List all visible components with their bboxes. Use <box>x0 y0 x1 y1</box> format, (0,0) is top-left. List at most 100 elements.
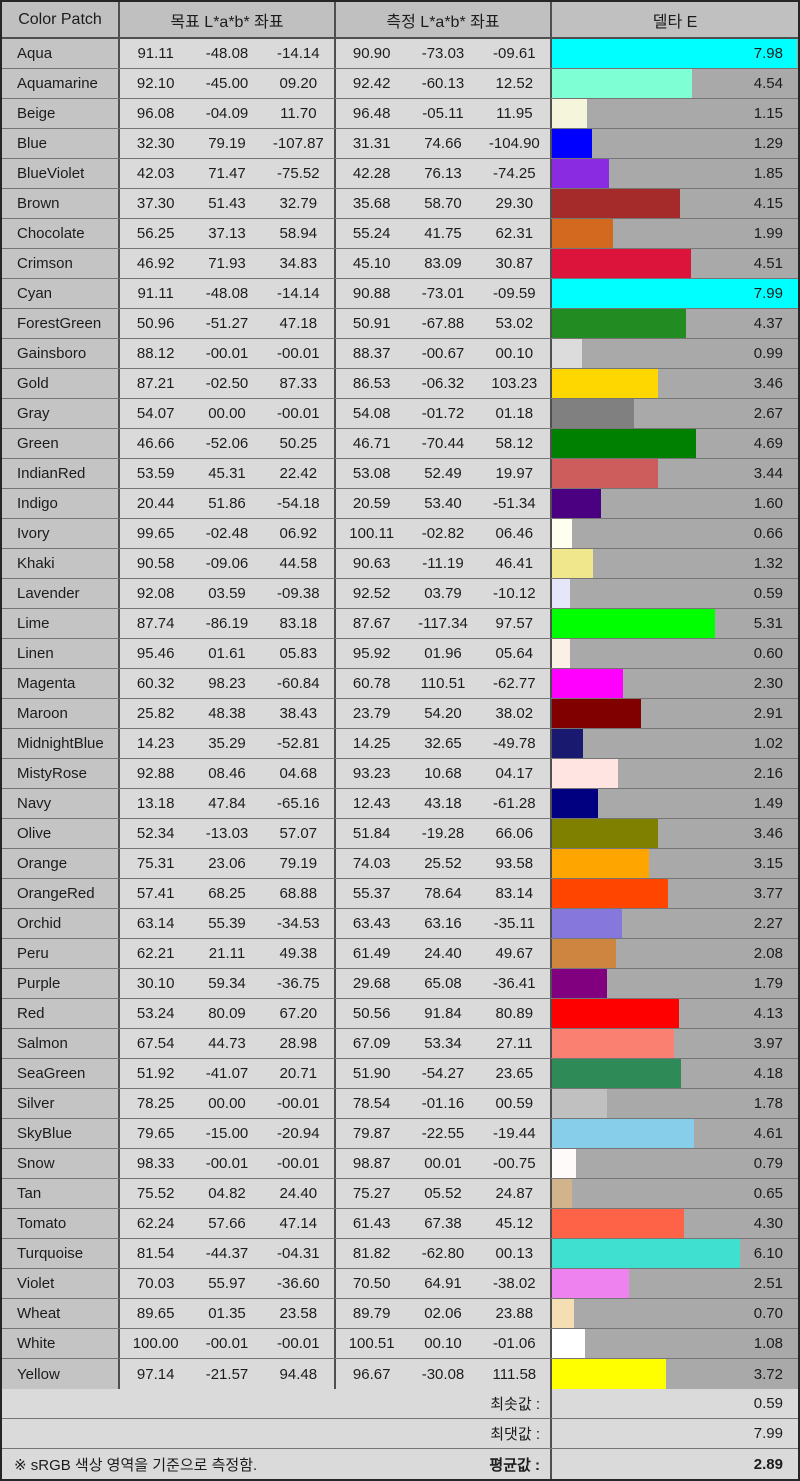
measured-b: 11.95 <box>496 105 533 122</box>
patch-name: Red <box>2 999 120 1028</box>
delta-e-cell: 3.77 <box>552 879 798 908</box>
measured-a: -00.67 <box>421 345 465 362</box>
delta-e-value: 0.59 <box>753 585 783 602</box>
srgb-note: ※ sRGB 색상 영역을 기준으로 측정함. <box>14 1456 258 1474</box>
target-l: 99.65 <box>136 525 175 542</box>
delta-e-value: 3.46 <box>753 375 783 392</box>
delta-e-bar <box>552 609 716 638</box>
target-lab-cell: 88.12 -00.01 -00.01 <box>120 339 336 368</box>
target-l: 90.58 <box>136 555 175 572</box>
target-a: -04.09 <box>205 105 249 122</box>
measured-b: 27.11 <box>496 1035 533 1052</box>
measured-a: 52.49 <box>424 465 462 482</box>
measured-lab-cell: 35.68 58.70 29.30 <box>336 189 552 218</box>
measured-a: 110.51 <box>420 675 466 692</box>
delta-e-value: 2.67 <box>753 405 783 422</box>
target-b: -00.01 <box>277 1335 320 1352</box>
measured-lab-cell: 23.79 54.20 38.02 <box>336 699 552 728</box>
measured-l: 12.43 <box>352 795 391 812</box>
measured-a: 53.34 <box>424 1035 462 1052</box>
delta-e-cell: 2.91 <box>552 699 798 728</box>
target-lab-cell: 62.24 57.66 47.14 <box>120 1209 336 1238</box>
target-a: 03.59 <box>208 585 246 602</box>
measured-a: 91.84 <box>424 1005 462 1022</box>
patch-name: Indigo <box>2 489 120 518</box>
delta-e-value: 0.79 <box>753 1155 783 1172</box>
delta-e-cell: 1.79 <box>552 969 798 998</box>
patch-name: Wheat <box>2 1299 120 1328</box>
target-b: -52.81 <box>277 735 320 752</box>
measured-lab-cell: 74.03 25.52 93.58 <box>336 849 552 878</box>
target-b: -36.60 <box>277 1275 320 1292</box>
target-a: 01.61 <box>208 645 246 662</box>
measured-a: 10.68 <box>424 765 462 782</box>
target-b: 50.25 <box>279 435 318 452</box>
delta-e-value: 7.98 <box>753 45 783 62</box>
measured-lab-cell: 89.79 02.06 23.88 <box>336 1299 552 1328</box>
target-l: 50.96 <box>136 315 175 332</box>
delta-e-cell: 4.15 <box>552 189 798 218</box>
min-value: 0.59 <box>552 1389 798 1418</box>
measured-b: 00.10 <box>495 345 534 362</box>
target-l: 13.18 <box>136 795 175 812</box>
measured-l: 23.79 <box>352 705 391 722</box>
target-lab-cell: 91.11 -48.08 -14.14 <box>120 39 336 68</box>
target-l: 46.92 <box>136 255 175 272</box>
measured-l: 86.53 <box>352 375 391 392</box>
target-l: 78.25 <box>136 1095 175 1112</box>
target-lab-cell: 70.03 55.97 -36.60 <box>120 1269 336 1298</box>
target-a: -48.08 <box>205 285 249 302</box>
measured-lab-cell: 20.59 53.40 -51.34 <box>336 489 552 518</box>
delta-e-bar <box>552 969 608 998</box>
patch-name: SkyBlue <box>2 1119 120 1148</box>
target-l: 54.07 <box>136 405 175 422</box>
delta-e-value: 4.61 <box>753 1125 783 1142</box>
delta-e-bar <box>552 339 583 368</box>
measured-lab-cell: 81.82 -62.80 00.13 <box>336 1239 552 1268</box>
target-lab-cell: 13.18 47.84 -65.16 <box>120 789 336 818</box>
measured-l: 93.23 <box>352 765 391 782</box>
delta-e-cell: 4.30 <box>552 1209 798 1238</box>
measured-b: -10.12 <box>493 585 536 602</box>
target-l: 91.11 <box>137 45 174 62</box>
measured-b: 29.30 <box>495 195 534 212</box>
measured-b: 93.58 <box>495 855 534 872</box>
patch-name: Khaki <box>2 549 120 578</box>
measured-b: -49.78 <box>493 735 536 752</box>
target-a: 45.31 <box>208 465 246 482</box>
delta-e-bar <box>552 519 573 548</box>
delta-e-bar <box>552 219 614 248</box>
target-l: 60.32 <box>136 675 175 692</box>
target-lab-cell: 53.59 45.31 22.42 <box>120 459 336 488</box>
delta-e-cell: 4.51 <box>552 249 798 278</box>
measured-b: 53.02 <box>495 315 534 332</box>
target-b: 87.33 <box>279 375 318 392</box>
target-a: 79.19 <box>208 135 246 152</box>
target-a: -02.48 <box>205 525 249 542</box>
measured-b: -09.59 <box>493 285 536 302</box>
target-lab-cell: 51.92 -41.07 20.71 <box>120 1059 336 1088</box>
patch-name: Cyan <box>2 279 120 308</box>
delta-e-bar <box>552 1329 586 1358</box>
target-a: 23.06 <box>208 855 246 872</box>
target-lab-cell: 79.65 -15.00 -20.94 <box>120 1119 336 1148</box>
target-b: 23.58 <box>279 1305 318 1322</box>
measured-l: 92.52 <box>352 585 391 602</box>
measured-l: 46.71 <box>352 435 391 452</box>
measured-b: 45.12 <box>495 1215 534 1232</box>
table-row: Tomato 62.24 57.66 47.14 61.43 67.38 45.… <box>2 1209 798 1239</box>
measured-a: -06.32 <box>421 375 465 392</box>
target-l: 53.24 <box>136 1005 175 1022</box>
target-lab-cell: 100.00 -00.01 -00.01 <box>120 1329 336 1358</box>
table-row: Snow 98.33 -00.01 -00.01 98.87 00.01 -00… <box>2 1149 798 1179</box>
measured-l: 70.50 <box>352 1275 391 1292</box>
patch-name: Orange <box>2 849 120 878</box>
target-a: 55.39 <box>208 915 246 932</box>
delta-e-bar <box>552 1149 577 1178</box>
table-row: Beige 96.08 -04.09 11.70 96.48 -05.11 11… <box>2 99 798 129</box>
measured-l: 95.92 <box>352 645 391 662</box>
measured-a: 24.40 <box>424 945 462 962</box>
delta-e-bar <box>552 1209 685 1238</box>
delta-e-cell: 1.60 <box>552 489 798 518</box>
table-row: MistyRose 92.88 08.46 04.68 93.23 10.68 … <box>2 759 798 789</box>
